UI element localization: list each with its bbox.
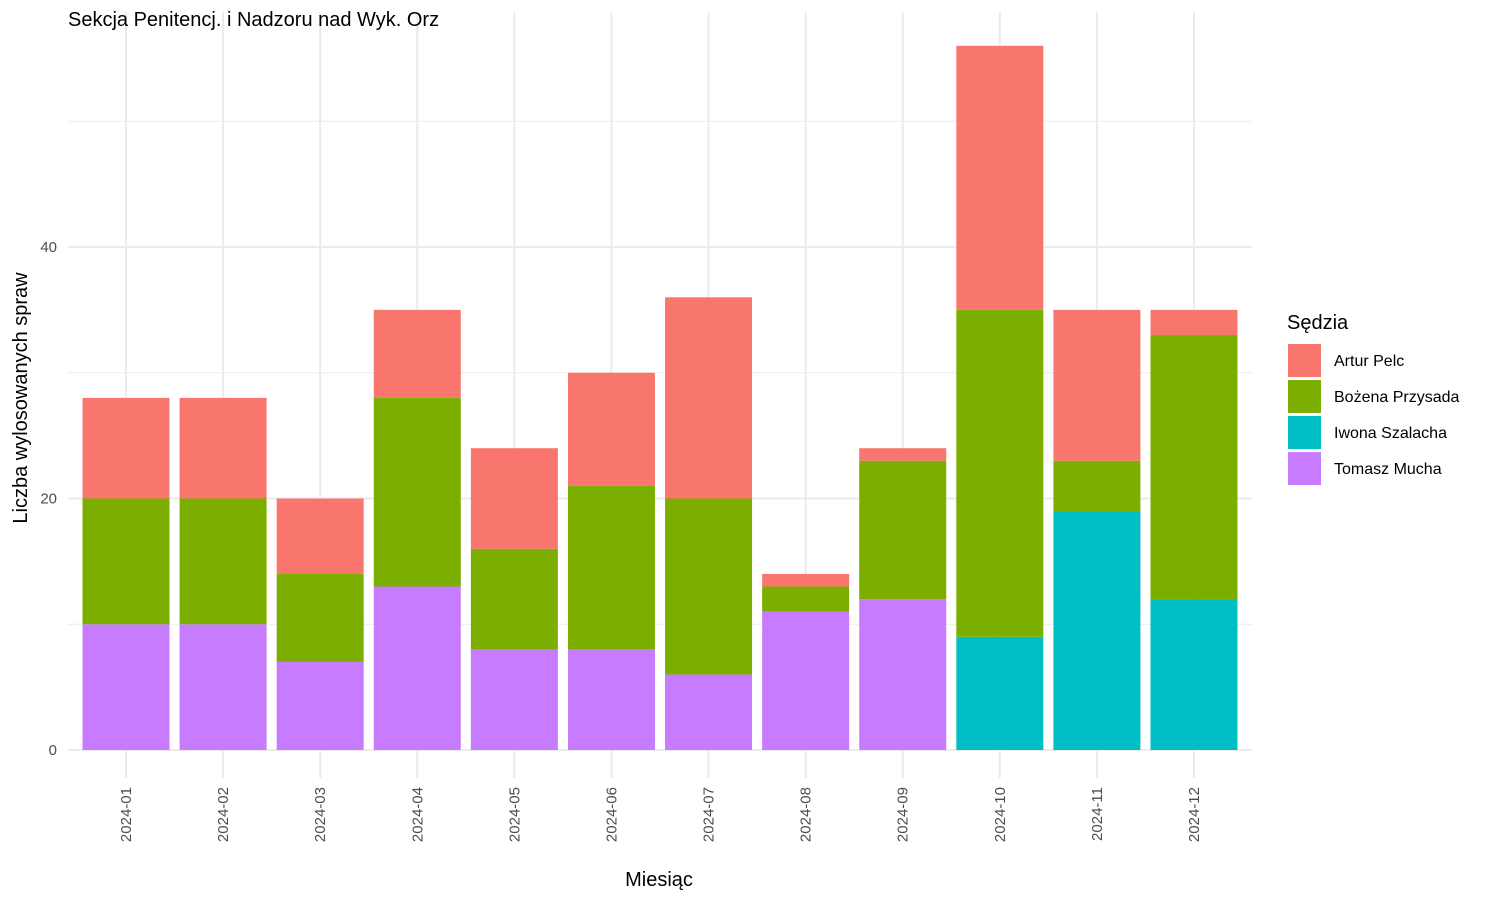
bars (82, 45, 1238, 750)
bar-segment (373, 586, 461, 750)
legend-label: Tomasz Mucha (1334, 461, 1442, 478)
bar-segment (762, 586, 850, 612)
x-tick-label: 2024-09 (895, 787, 912, 842)
x-tick-label: 2024-08 (798, 787, 815, 842)
x-tick-label: 2024-06 (603, 787, 620, 842)
x-axis-title: Miesiąc (625, 869, 693, 891)
bar-segment (276, 498, 364, 574)
x-tick-label: 2024-11 (1089, 787, 1106, 841)
x-tick-label: 2024-02 (215, 787, 232, 842)
legend-swatch (1288, 416, 1321, 449)
y-tick-label: 40 (40, 239, 57, 256)
x-axis-ticks: 2024-01 2024-02 2024-03 2024-04 2024-05 2024-… (118, 787, 1203, 842)
bar-segment (567, 485, 655, 650)
legend: Sędzia Artur Pelc Bożena Przysada Iwona Sz… (1287, 312, 1460, 485)
x-tick-label: 2024-03 (312, 787, 329, 842)
y-tick-label: 20 (40, 491, 57, 508)
bar-segment (276, 573, 364, 662)
x-tick-label: 2024-07 (701, 787, 718, 842)
bar-segment (665, 297, 753, 499)
bar-segment (179, 624, 267, 750)
legend-label: Iwona Szalacha (1334, 425, 1447, 442)
x-tick-label: 2024-05 (506, 787, 523, 842)
bar-segment (470, 448, 558, 549)
bar-segment (82, 498, 170, 625)
x-tick-label: 2024-01 (118, 787, 135, 842)
chart-title: Sekcja Penitencj. i Nadzoru nad Wyk. Orz (68, 9, 439, 31)
bar-segment (179, 397, 267, 499)
legend-label: Artur Pelc (1334, 353, 1404, 370)
bar-segment (373, 309, 461, 398)
y-tick-label: 0 (49, 742, 57, 759)
legend-swatch (1288, 380, 1321, 413)
y-axis-ticks: 0 20 40 (40, 239, 57, 759)
x-tick-label: 2024-10 (992, 787, 1009, 842)
bar-segment (859, 448, 947, 461)
bar-segment (762, 573, 850, 587)
y-axis-title: Liczba wylosowanych spraw (10, 272, 32, 524)
bar-segment (1150, 309, 1238, 336)
x-tick-label: 2024-04 (409, 787, 426, 842)
bar-segment (567, 649, 655, 750)
bar-segment (1150, 335, 1238, 600)
bar-segment (82, 624, 170, 750)
bar-segment (567, 372, 655, 486)
bar-segment (470, 548, 558, 650)
bar-segment (82, 397, 170, 499)
bar-segment (665, 674, 753, 750)
bar-segment (1053, 460, 1141, 512)
bar-segment (859, 460, 947, 600)
legend-swatch (1288, 344, 1321, 377)
bar-segment (1053, 309, 1141, 461)
bar-segment (956, 45, 1044, 310)
bar-segment (470, 649, 558, 750)
bar-segment (373, 397, 461, 587)
bar-segment (1053, 511, 1141, 750)
legend-swatch (1288, 452, 1321, 485)
legend-label: Bożena Przysada (1334, 389, 1460, 406)
bar-segment (276, 661, 364, 750)
bar-segment (956, 636, 1044, 750)
x-tick-label: 2024-12 (1186, 787, 1203, 842)
bar-segment (179, 498, 267, 625)
bar-segment (859, 599, 947, 750)
legend-title: Sędzia (1287, 312, 1349, 334)
bar-segment (762, 611, 850, 750)
bar-segment (956, 309, 1044, 637)
bar-segment (665, 498, 753, 675)
bar-segment (1150, 599, 1238, 750)
